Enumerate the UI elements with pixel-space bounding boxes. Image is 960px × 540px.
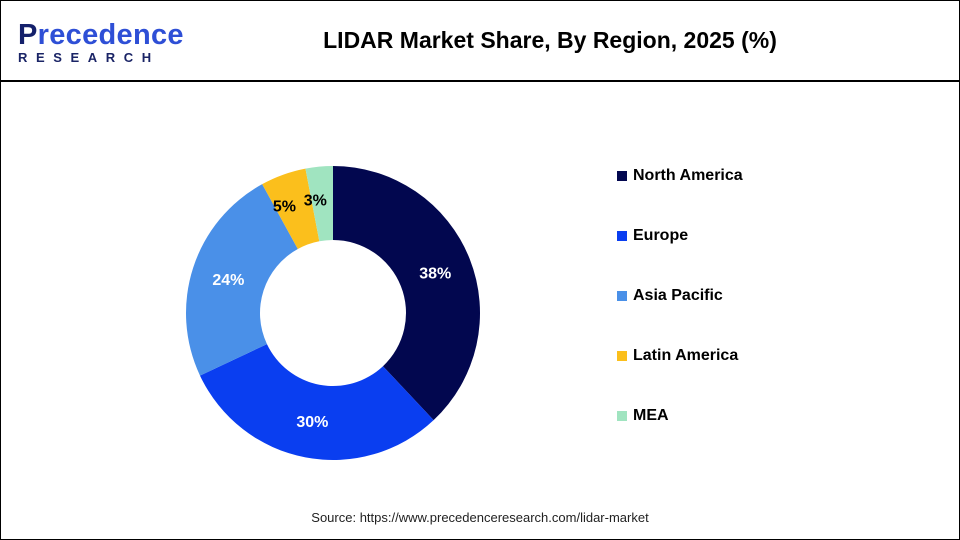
donut-chart: 38% 30% 24% 5% 3% bbox=[186, 166, 480, 460]
logo-subtext: RESEARCH bbox=[18, 50, 160, 65]
legend-swatch bbox=[617, 411, 627, 421]
slice-latin-america bbox=[262, 168, 320, 250]
legend-item-asia-pacific: Asia Pacific bbox=[617, 285, 723, 307]
data-label-asia-pacific: 24% bbox=[212, 272, 244, 289]
legend-label: MEA bbox=[633, 407, 669, 424]
legend-item-latin-america: Latin America bbox=[617, 345, 738, 367]
legend-swatch bbox=[617, 351, 627, 361]
logo-text: recedence bbox=[37, 19, 184, 51]
logo-wordmark: Precedence bbox=[18, 20, 184, 50]
legend-swatch bbox=[617, 231, 627, 241]
data-label-europe: 30% bbox=[296, 414, 328, 431]
slice-mea bbox=[305, 166, 333, 242]
slice-north-america bbox=[333, 166, 480, 421]
donut-labels: 38% 30% 24% 5% 3% bbox=[212, 193, 451, 432]
legend-label: Asia Pacific bbox=[633, 287, 723, 304]
chart-title: LIDAR Market Share, By Region, 2025 (%) bbox=[323, 27, 777, 53]
legend-swatch bbox=[617, 171, 627, 181]
data-label-mea: 3% bbox=[304, 193, 327, 210]
header: Precedence RESEARCH LIDAR Market Share, … bbox=[0, 0, 960, 82]
legend-item-north-america: North America bbox=[617, 165, 743, 187]
legend-label: Europe bbox=[633, 227, 689, 244]
legend-label: North America bbox=[633, 167, 743, 184]
precedence-research-logo: Precedence RESEARCH bbox=[18, 20, 184, 65]
data-label-north-america: 38% bbox=[419, 266, 451, 283]
slice-europe bbox=[199, 344, 434, 460]
slice-asia-pacific bbox=[186, 184, 298, 376]
data-label-latin-america: 5% bbox=[273, 199, 296, 216]
legend-item-europe: Europe bbox=[617, 225, 688, 247]
source-note: Source: https://www.precedenceresearch.c… bbox=[311, 510, 649, 525]
legend-item-mea: MEA bbox=[617, 405, 669, 427]
legend-label: Latin America bbox=[633, 347, 739, 364]
logo-letter: P bbox=[18, 19, 38, 51]
donut-slices bbox=[186, 166, 480, 460]
legend-swatch bbox=[617, 291, 627, 301]
